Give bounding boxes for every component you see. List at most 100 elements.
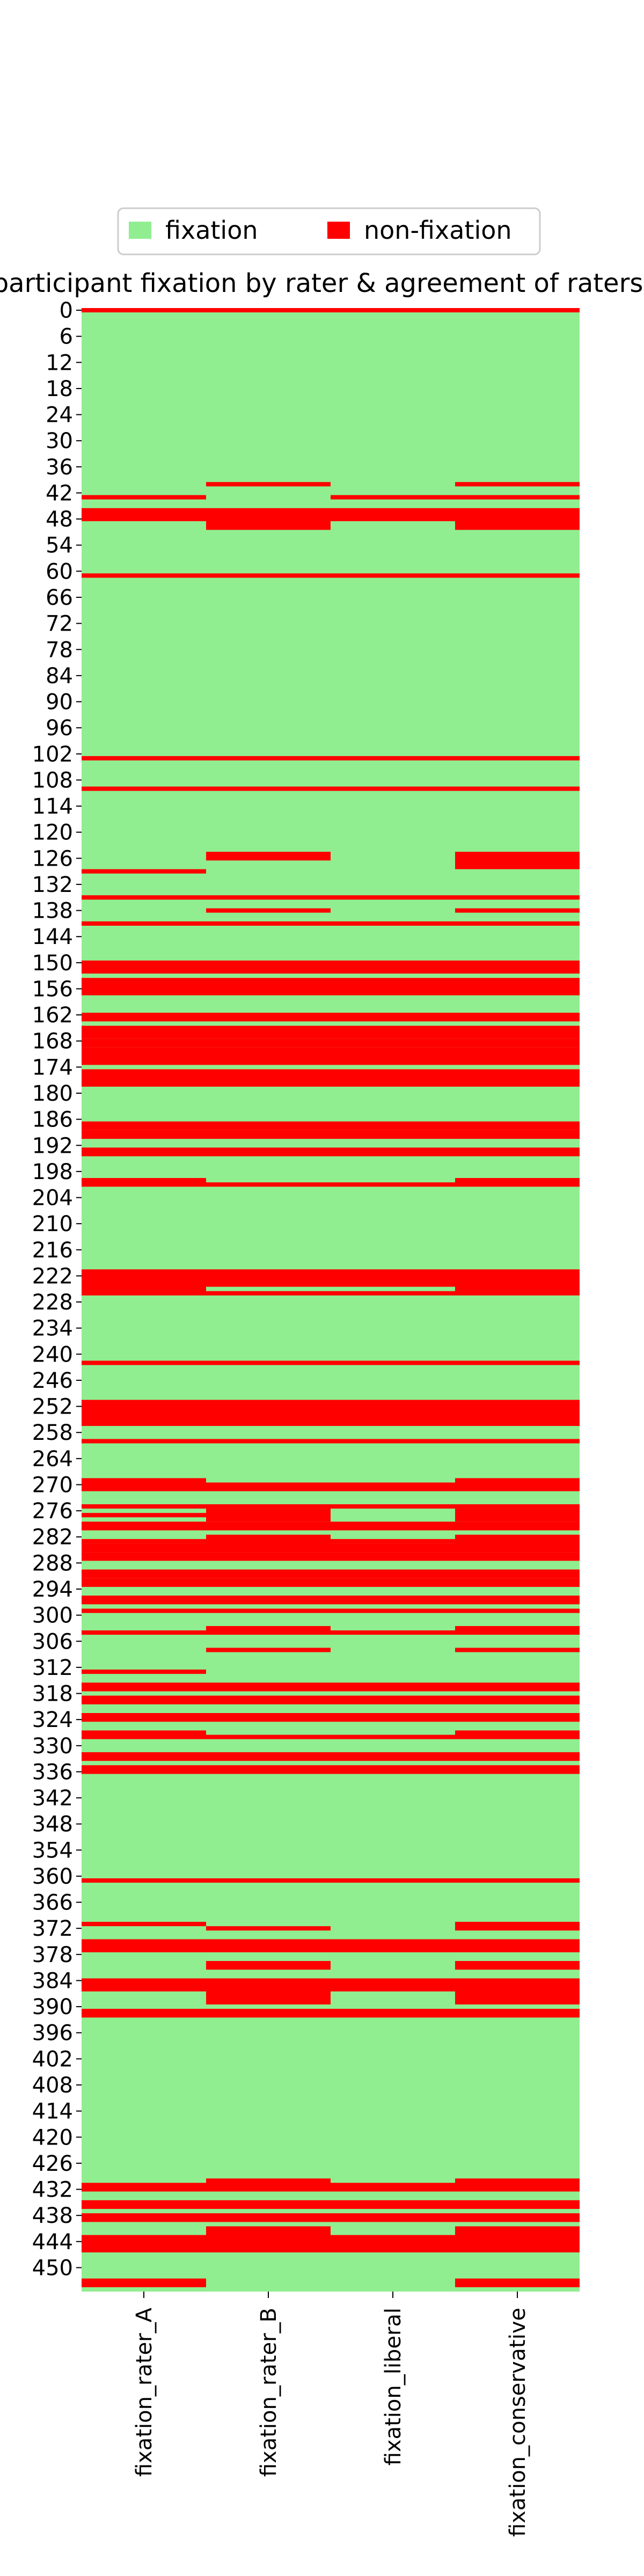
non-fixation-cell xyxy=(206,1509,331,1522)
non-fixation-cell xyxy=(206,1569,331,1578)
y-tick-label: 168 xyxy=(32,1029,73,1054)
non-fixation-cell xyxy=(206,1939,331,1952)
y-tick-label: 354 xyxy=(32,1838,73,1863)
non-fixation-cell xyxy=(206,1013,331,1022)
non-fixation-cell xyxy=(82,1695,206,1704)
non-fixation-cell xyxy=(331,1504,455,1509)
non-fixation-cell xyxy=(82,1578,206,1587)
non-fixation-cell xyxy=(455,1521,580,1531)
legend-label: fixation xyxy=(165,216,258,245)
non-fixation-cell xyxy=(331,1765,455,1774)
non-fixation-cell xyxy=(455,1878,580,1883)
non-fixation-cell xyxy=(206,1269,331,1287)
y-tick-label: 156 xyxy=(32,977,73,1001)
y-tick-label: 66 xyxy=(46,586,73,610)
y-tick-label: 234 xyxy=(32,1316,73,1341)
non-fixation-cell xyxy=(206,756,331,760)
non-fixation-cell xyxy=(455,1509,580,1522)
non-fixation-cell xyxy=(331,2183,455,2192)
y-tick-label: 198 xyxy=(32,1160,73,1184)
non-fixation-cell xyxy=(455,573,580,578)
non-fixation-cell xyxy=(82,1752,206,1761)
non-fixation-cell xyxy=(82,1178,206,1187)
non-fixation-cell xyxy=(82,2009,206,2018)
non-fixation-cell xyxy=(455,1569,580,1578)
non-fixation-cell xyxy=(206,508,331,530)
non-fixation-cell xyxy=(206,1713,331,1722)
non-fixation-cell xyxy=(82,1439,206,1444)
non-fixation-cell xyxy=(331,1539,455,1543)
non-fixation-cell xyxy=(455,1269,580,1296)
non-fixation-cell xyxy=(331,1630,455,1635)
non-fixation-cell xyxy=(455,1713,580,1722)
non-fixation-cell xyxy=(206,1521,331,1531)
y-tick-label: 348 xyxy=(32,1812,73,1837)
non-fixation-cell xyxy=(455,1626,580,1635)
non-fixation-cell xyxy=(455,2226,580,2253)
y-tick-label: 72 xyxy=(46,612,73,636)
x-axis: fixation_rater_A fixation_rater_B fixation… xyxy=(132,2292,530,2537)
non-fixation-cell xyxy=(82,1878,206,1883)
non-fixation-cell xyxy=(82,1121,206,1130)
non-fixation-cell xyxy=(331,1291,455,1296)
non-fixation-cell xyxy=(455,1478,580,1491)
non-fixation-cell xyxy=(82,756,206,760)
non-fixation-cell xyxy=(206,2226,331,2253)
non-fixation-cell xyxy=(82,1552,206,1561)
y-tick-label: 246 xyxy=(32,1368,73,1393)
non-fixation-cell xyxy=(82,1521,206,1531)
non-fixation-cell xyxy=(206,1682,331,1692)
non-fixation-cell xyxy=(82,508,206,522)
non-fixation-cell xyxy=(82,1713,206,1722)
y-tick-label: 36 xyxy=(46,455,73,480)
non-fixation-cell xyxy=(82,495,206,500)
non-fixation-cell xyxy=(206,1648,331,1652)
non-fixation-cell xyxy=(455,960,580,974)
non-fixation-cell xyxy=(331,1439,455,1444)
non-fixation-cell xyxy=(206,2213,331,2222)
non-fixation-cell xyxy=(206,1878,331,1883)
non-fixation-cell xyxy=(331,1038,455,1048)
non-fixation-cell xyxy=(455,1069,580,1087)
non-fixation-cell xyxy=(331,308,455,313)
y-tick-label: 60 xyxy=(46,559,73,584)
non-fixation-cell xyxy=(331,1878,455,1883)
non-fixation-cell xyxy=(331,756,455,760)
non-fixation-cell xyxy=(455,1596,580,1605)
non-fixation-cell xyxy=(206,1695,331,1704)
non-fixation-cell xyxy=(455,1147,580,1157)
non-fixation-cell xyxy=(206,1130,331,1139)
y-tick-label: 42 xyxy=(46,481,73,506)
non-fixation-cell xyxy=(206,960,331,974)
non-fixation-cell xyxy=(331,2200,455,2209)
non-fixation-cell xyxy=(206,573,331,578)
non-fixation-cell xyxy=(455,2278,580,2287)
non-fixation-cell xyxy=(331,1569,455,1578)
non-fixation-cell xyxy=(455,1178,580,1187)
non-fixation-cell xyxy=(206,1926,331,1931)
non-fixation-cell xyxy=(455,1534,580,1553)
y-tick-label: 144 xyxy=(32,925,73,949)
y-tick-label: 282 xyxy=(32,1525,73,1550)
non-fixation-cell xyxy=(206,1765,331,1774)
y-tick-label: 300 xyxy=(32,1604,73,1628)
y-tick-label: 192 xyxy=(32,1133,73,1158)
non-fixation-cell xyxy=(331,786,455,791)
non-fixation-cell xyxy=(82,1596,206,1605)
non-fixation-cell xyxy=(82,786,206,791)
y-tick-label: 366 xyxy=(32,1891,73,1915)
y-tick-label: 270 xyxy=(32,1473,73,1497)
y-tick-label: 30 xyxy=(46,429,73,453)
non-fixation-cell xyxy=(206,1608,331,1613)
non-fixation-cell xyxy=(82,2213,206,2222)
legend-swatch xyxy=(327,222,350,239)
non-fixation-cell xyxy=(82,573,206,578)
y-tick-label: 96 xyxy=(46,716,73,741)
non-fixation-cell xyxy=(331,1047,455,1065)
non-fixation-cell xyxy=(206,1752,331,1761)
legend-label: non-fixation xyxy=(364,216,512,245)
y-tick-label: 396 xyxy=(32,2021,73,2046)
non-fixation-cell xyxy=(455,1922,580,1931)
x-tick-label: fixation_rater_A xyxy=(132,2307,157,2477)
